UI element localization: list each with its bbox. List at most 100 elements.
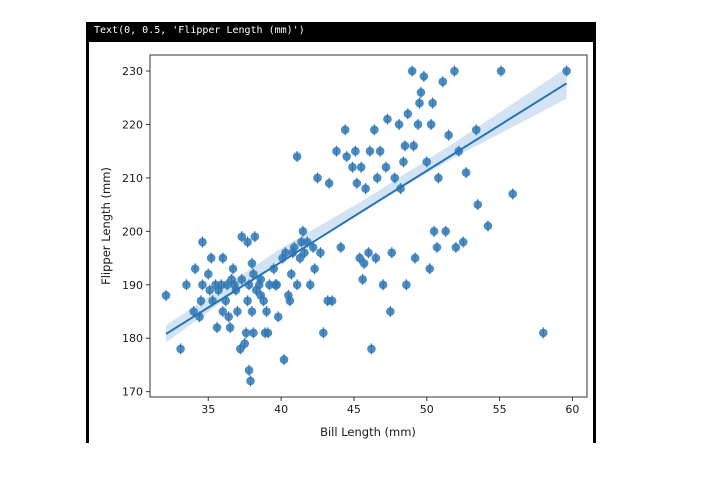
data-point: [428, 98, 437, 108]
data-point: [426, 120, 436, 129]
data-point: [407, 66, 417, 76]
data-point: [161, 291, 171, 300]
data-point: [279, 355, 289, 364]
data-point: [249, 269, 258, 279]
output-text: Text(0, 0.5, 'Flipper Length (mm)'): [94, 25, 305, 36]
data-point: [233, 307, 242, 316]
data-point: [241, 328, 251, 338]
data-point: [471, 125, 481, 135]
data-point: [415, 98, 424, 108]
data-point: [364, 248, 373, 258]
data-point: [365, 146, 375, 156]
data-point: [402, 280, 411, 290]
points-layer: [161, 65, 571, 387]
data-point: [240, 339, 249, 348]
data-point: [269, 264, 279, 274]
data-point: [225, 323, 235, 332]
data-point: [508, 189, 518, 199]
data-point: [387, 248, 397, 258]
data-point: [413, 120, 423, 129]
data-point: [378, 280, 388, 290]
regression-line: [165, 82, 568, 335]
data-point: [342, 152, 351, 161]
data-point: [316, 248, 325, 258]
data-point: [273, 312, 283, 322]
data-point: [244, 365, 254, 375]
data-point: [371, 253, 381, 263]
data-point: [367, 344, 376, 354]
data-point: [381, 162, 391, 172]
data-point: [196, 296, 206, 306]
data-point: [458, 237, 468, 247]
x-tick-label: 45: [347, 403, 361, 416]
data-point: [399, 157, 408, 167]
data-point: [298, 227, 308, 236]
data-point: [262, 307, 271, 316]
data-point: [259, 296, 268, 306]
data-point: [300, 248, 309, 258]
x-axis-label: Bill Length (mm): [320, 425, 416, 439]
data-point: [319, 328, 328, 338]
data-point: [473, 200, 483, 209]
data-point: [305, 280, 315, 290]
data-point: [224, 312, 233, 322]
data-point: [416, 88, 426, 97]
data-point: [206, 253, 216, 263]
data-point: [372, 173, 382, 183]
y-tick-label: 220: [122, 118, 143, 131]
x-tick-label: 60: [565, 403, 579, 416]
confidence-band: [166, 67, 567, 343]
data-point: [289, 243, 299, 252]
data-point: [361, 184, 370, 193]
data-point: [356, 162, 366, 172]
y-tick-label: 230: [122, 65, 143, 78]
data-point: [390, 173, 400, 183]
data-point: [243, 237, 252, 247]
data-point: [450, 66, 459, 76]
data-point: [358, 275, 367, 284]
x-tick-label: 50: [420, 403, 434, 416]
data-point: [422, 157, 432, 167]
y-tick-label: 170: [122, 386, 143, 399]
data-point: [400, 141, 410, 151]
data-point: [562, 66, 571, 76]
data-point: [286, 269, 296, 279]
data-point: [198, 280, 207, 290]
y-tick-label: 200: [122, 225, 143, 238]
data-point: [285, 296, 295, 306]
data-point: [310, 264, 319, 274]
confidence-band-layer: [166, 67, 567, 343]
x-tick-label: 55: [493, 403, 507, 416]
data-point: [410, 253, 420, 263]
data-point: [370, 125, 379, 135]
data-point: [228, 264, 238, 274]
data-point: [272, 280, 282, 290]
data-point: [434, 173, 443, 183]
x-tick-label: 35: [201, 403, 215, 416]
data-point: [324, 178, 334, 188]
data-point: [403, 109, 413, 119]
data-point: [212, 323, 222, 332]
data-point: [327, 296, 337, 306]
data-point: [292, 280, 302, 290]
data-point: [351, 146, 360, 156]
data-point: [336, 243, 346, 252]
data-point: [308, 243, 318, 252]
data-point: [429, 227, 439, 236]
x-ticks: 35 40 45 50 55 60: [201, 397, 579, 416]
data-point: [247, 307, 257, 316]
data-point: [451, 243, 461, 252]
data-point: [203, 269, 213, 279]
data-point: [383, 114, 392, 124]
data-point: [176, 344, 185, 354]
data-point: [340, 125, 350, 135]
y-axis-label: Flipper Length (mm): [99, 167, 113, 285]
data-point: [250, 232, 260, 241]
data-point: [438, 77, 448, 87]
data-point: [281, 248, 290, 258]
data-point: [419, 72, 429, 81]
data-point: [432, 243, 442, 252]
data-point: [237, 232, 247, 241]
data-point: [246, 376, 255, 386]
